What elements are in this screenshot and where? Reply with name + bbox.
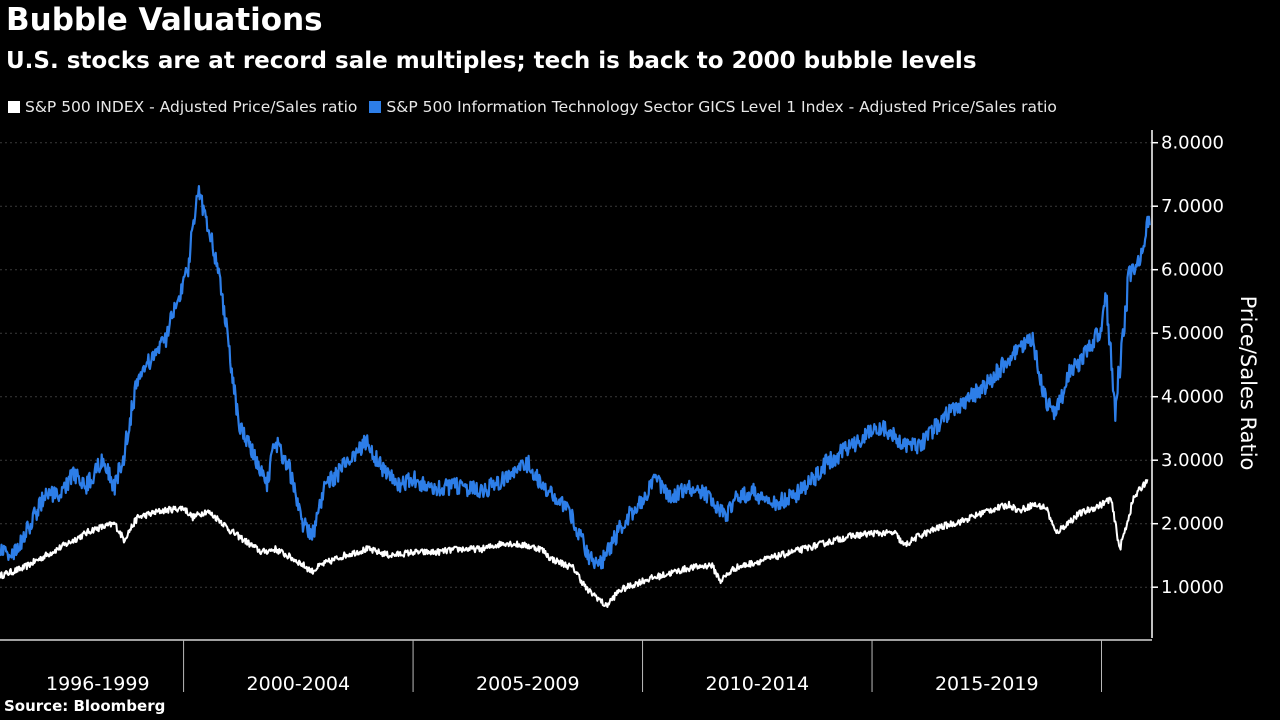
y-tick-label: 8.0000 [1161, 133, 1224, 154]
y-tick-label: 5.0000 [1161, 323, 1224, 344]
x-period-label: 1996-1999 [46, 673, 150, 695]
x-axis: 1996-1999 2000-2004 2005-2009 2010-2014 2015… [0, 639, 1152, 695]
legend-item-tech[interactable]: S&P 500 Information Technology Sector GI… [369, 98, 1057, 116]
chart-subtitle: U.S. stocks are at record sale multiples… [6, 48, 977, 74]
y-tick-label: 7.0000 [1161, 196, 1224, 217]
legend: S&P 500 INDEX - Adjusted Price/Sales rat… [8, 96, 1069, 118]
chart-title: Bubble Valuations [6, 2, 323, 38]
grid-lines [0, 142, 1152, 588]
y-tick-label: 1.0000 [1161, 577, 1224, 598]
y-tick-label: 3.0000 [1161, 450, 1224, 471]
x-period-label: 2000-2004 [247, 673, 351, 695]
legend-swatch-tech [369, 101, 382, 113]
series-line-tech [0, 185, 1151, 570]
series-layer [0, 185, 1151, 608]
y-axis: 1.0000 2.0000 3.0000 4.0000 5.0000 6.0000 7.00… [1151, 130, 1224, 638]
y-tick-label: 4.0000 [1161, 387, 1224, 408]
y-tick-label: 6.0000 [1161, 260, 1224, 281]
y-axis-title: Price/Sales Ratio [1236, 296, 1260, 471]
source-note: Source: Bloomberg [4, 697, 166, 715]
legend-label-sp500: S&P 500 INDEX - Adjusted Price/Sales rat… [25, 98, 358, 116]
y-tick-label: 2.0000 [1161, 514, 1224, 535]
legend-label-tech: S&P 500 Information Technology Sector GI… [386, 98, 1057, 116]
x-period-label: 2010-2014 [706, 673, 810, 695]
x-period-label: 2005-2009 [476, 673, 580, 695]
legend-item-sp500[interactable]: S&P 500 INDEX - Adjusted Price/Sales rat… [8, 98, 357, 116]
legend-swatch-sp500 [8, 101, 20, 113]
x-period-label: 2015-2019 [935, 673, 1039, 695]
series-line-sp500 [0, 479, 1149, 608]
